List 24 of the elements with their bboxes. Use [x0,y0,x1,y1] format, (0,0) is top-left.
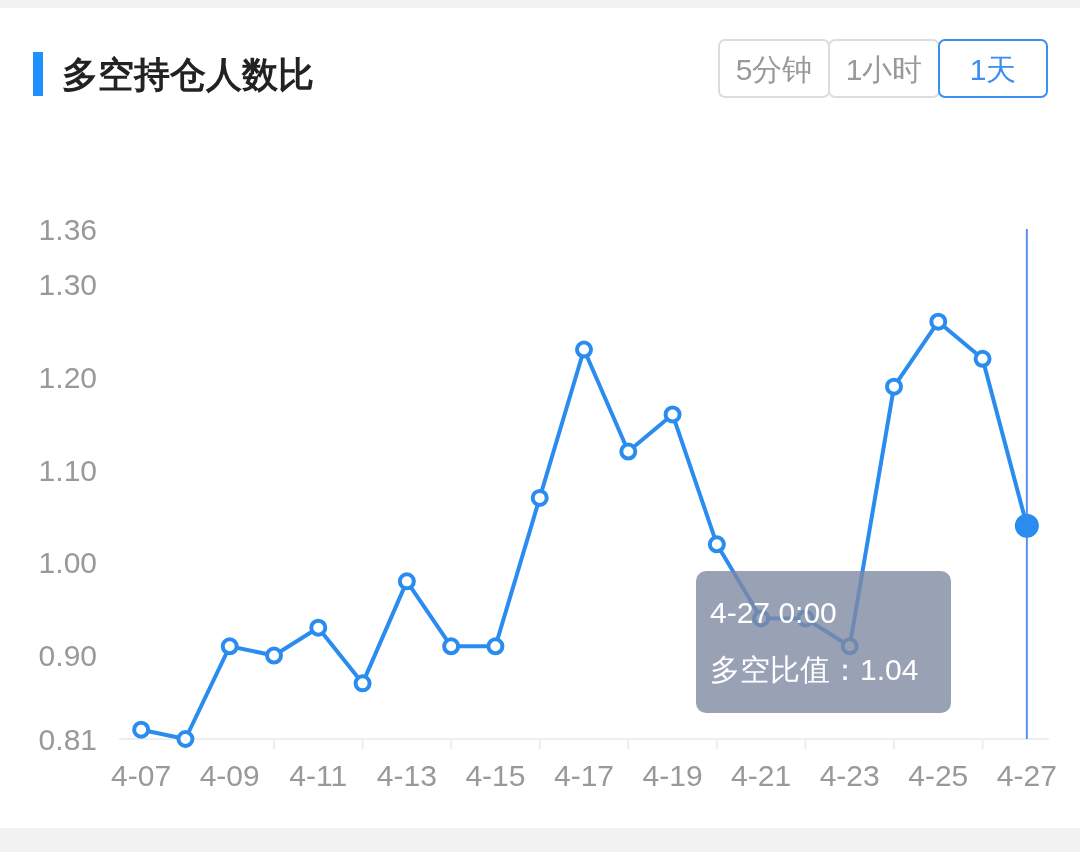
text: 1天 [969,53,1017,86]
x-tick-label: 4-25 [908,759,969,792]
text: 1小时 [845,53,923,86]
y-tick-label: 1.10 [38,453,97,487]
x-tick-label: 4-17 [553,759,615,792]
chart-title: 多空持仓人数比 [62,54,314,95]
x-tick-label: 4-27 [996,759,1057,792]
y-tick-label: 1.00 [38,546,97,580]
annotation: 4-27 0:00 [710,596,837,629]
x-tick-label: 4-15 [465,759,526,792]
y-tick-label: 1.36 [38,212,97,246]
text: 5分钟 [735,53,813,86]
x-tick-label: 4-19 [642,759,703,792]
x-tick-label: 4-09 [199,759,260,792]
y-tick-label: 0.81 [38,722,97,756]
x-tick-label: 4-11 [289,759,348,792]
x-tick-label: 4-07 [111,759,172,792]
x-tick-label: 4-23 [819,759,880,792]
y-tick-label: 1.20 [38,360,97,394]
x-tick-label: 4-21 [731,759,792,792]
y-tick-label: 1.30 [38,268,97,302]
x-tick-label: 4-13 [376,759,437,792]
annotation: 多空比值：1.04 [710,653,919,686]
y-tick-label: 0.90 [38,639,97,673]
